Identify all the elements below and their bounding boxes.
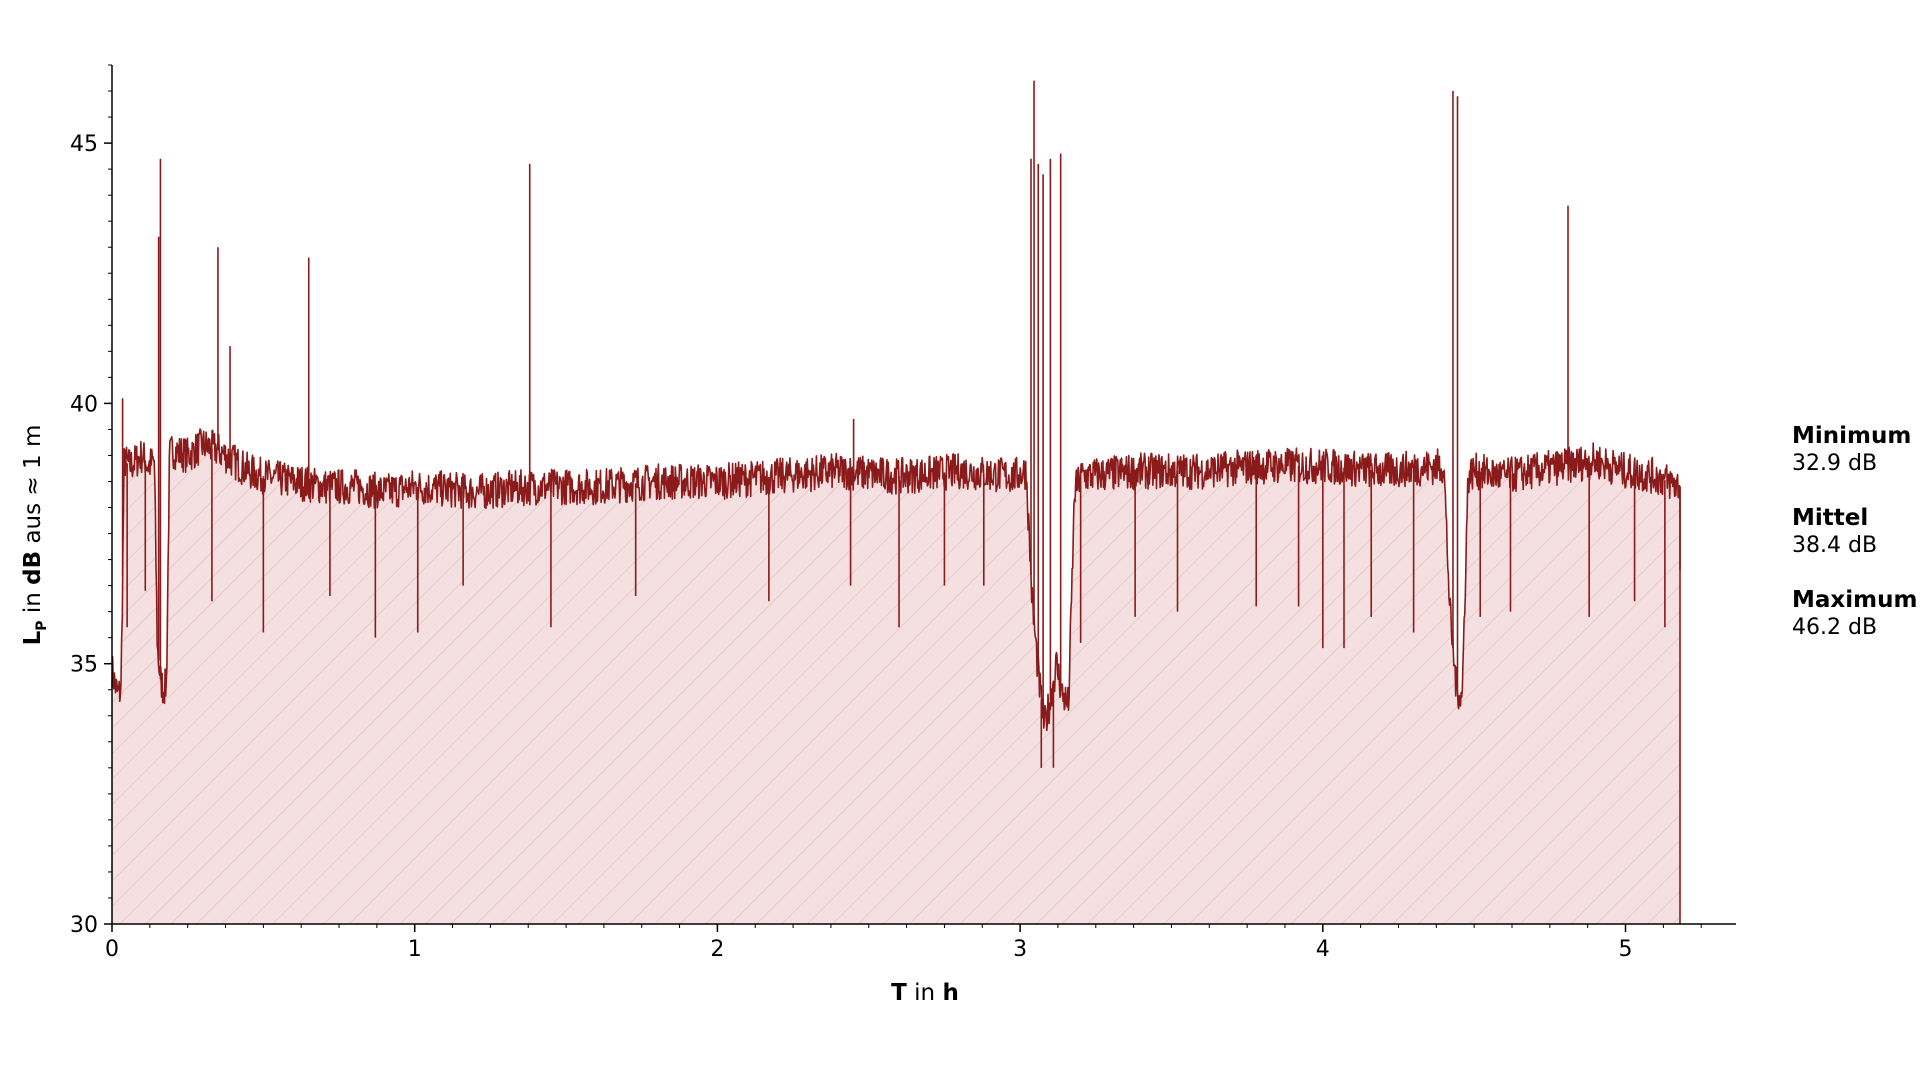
x-tick-label: 2	[710, 937, 724, 962]
stat-minimum-value: 32.9 dB	[1792, 451, 1878, 476]
x-tick-label: 5	[1619, 937, 1633, 962]
y-tick-label: 45	[70, 132, 98, 157]
stat-maximum: Maximum 46.2 dB	[1792, 587, 1917, 641]
x-tick-labels: 0 1 2 3 4 5	[105, 937, 1633, 962]
x-tick-label: 4	[1316, 937, 1330, 962]
y-tick-label: 30	[70, 913, 98, 938]
x-tick-label: 1	[408, 937, 422, 962]
y-tick-label: 40	[70, 392, 98, 417]
y-tick-labels: 30 35 40 45	[70, 132, 98, 938]
series-line	[111, 428, 1681, 732]
x-tick-label: 0	[105, 937, 119, 962]
stat-maximum-label: Maximum	[1792, 587, 1918, 613]
stat-mittel-value: 38.4 dB	[1792, 533, 1878, 558]
x-axis-label: T in h	[891, 980, 959, 1006]
stat-minimum-label: Minimum	[1792, 423, 1912, 449]
stat-maximum-value: 46.2 dB	[1792, 615, 1878, 640]
series-line-group	[111, 80, 1681, 924]
area-hatch	[112, 429, 1680, 924]
stat-mittel: Mittel 38.4 dB	[1792, 505, 1917, 559]
stat-mittel-label: Mittel	[1792, 505, 1869, 531]
area-fill-group	[112, 429, 1680, 924]
x-tick-label: 3	[1013, 937, 1027, 962]
y-tick-label: 35	[70, 653, 98, 678]
axes	[104, 64, 1736, 932]
y-axis-label: LP in dB aus ≈ 1 m	[20, 425, 50, 646]
stat-minimum: Minimum 32.9 dB	[1792, 423, 1917, 477]
statistics-panel: Minimum 32.9 dB Mittel 38.4 dB Maximum 4…	[1792, 423, 1917, 669]
